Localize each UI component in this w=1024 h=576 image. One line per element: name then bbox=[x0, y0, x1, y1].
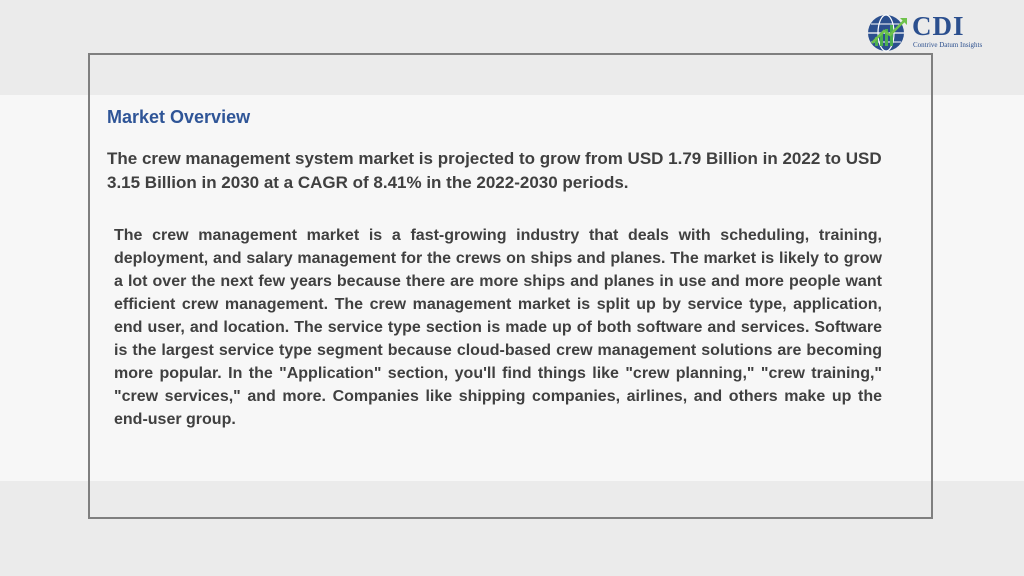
content-band bbox=[0, 95, 1024, 481]
company-logo: CDI Contrive Datum Insights bbox=[866, 11, 1006, 55]
lead-paragraph: The crew management system market is pro… bbox=[107, 149, 882, 192]
globe-chart-icon bbox=[868, 14, 907, 52]
section-title: Market Overview bbox=[107, 107, 251, 127]
logo-name: CDI bbox=[912, 11, 965, 41]
top-band bbox=[0, 0, 1024, 95]
content-frame bbox=[88, 53, 933, 519]
body-paragraph: The crew management market is a fast-gro… bbox=[114, 227, 882, 428]
bottom-band bbox=[0, 481, 1024, 576]
logo-tagline: Contrive Datum Insights bbox=[913, 41, 983, 49]
